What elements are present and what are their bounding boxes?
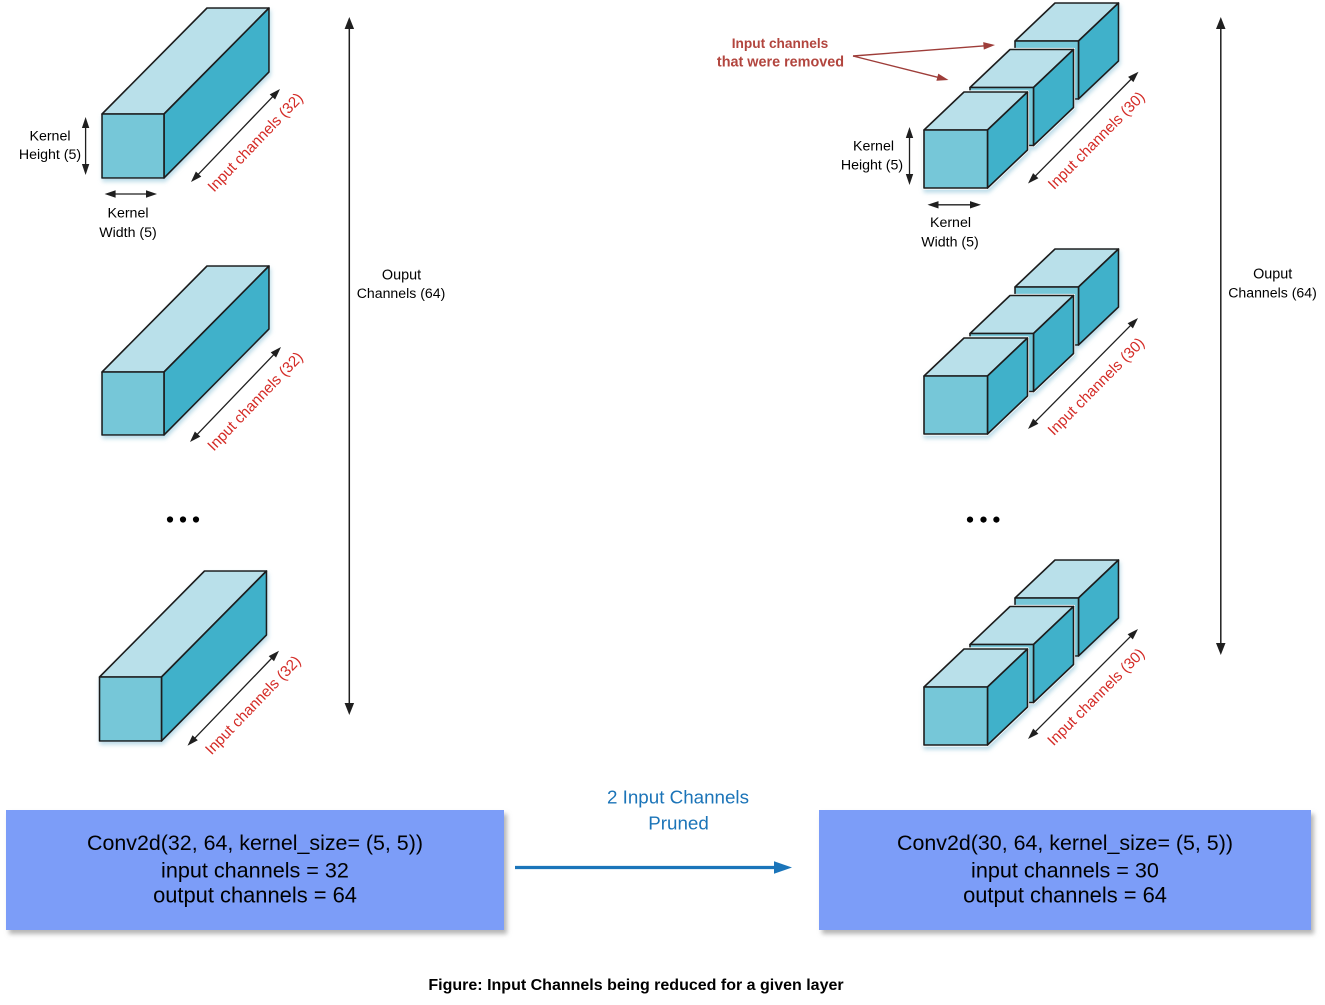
svg-text:that were removed: that were removed [717, 55, 844, 71]
svg-text:2 Input Channels: 2 Input Channels [607, 787, 749, 808]
svg-text:Channels (64): Channels (64) [1228, 285, 1317, 301]
svg-text:input channels = 30: input channels = 30 [971, 857, 1159, 882]
svg-text:Conv2d(30, 64, kernel_size= (5: Conv2d(30, 64, kernel_size= (5, 5)) [897, 831, 1233, 855]
svg-text:Kernel: Kernel [107, 206, 148, 222]
svg-text:Ouput: Ouput [382, 268, 421, 284]
svg-text:Kernel: Kernel [853, 139, 894, 155]
svg-text:Figure: Input Channels being r: Figure: Input Channels being reduced for… [428, 977, 843, 994]
svg-text:output channels = 64: output channels = 64 [153, 883, 357, 908]
svg-text:output channels = 64: output channels = 64 [963, 883, 1167, 908]
svg-text:Height (5): Height (5) [841, 158, 903, 174]
svg-text:Channels (64): Channels (64) [357, 285, 446, 301]
svg-text:Pruned: Pruned [648, 813, 709, 834]
svg-text:Conv2d(32, 64, kernel_size= (5: Conv2d(32, 64, kernel_size= (5, 5)) [87, 831, 423, 855]
svg-text:Ouput: Ouput [1253, 267, 1292, 283]
svg-text:Height (5): Height (5) [19, 147, 81, 163]
svg-text:Kernel: Kernel [930, 215, 971, 231]
svg-text:Kernel: Kernel [29, 129, 70, 145]
svg-text:Input channels: Input channels [732, 36, 829, 51]
svg-text:input channels = 32: input channels = 32 [161, 857, 349, 882]
svg-text:Width (5): Width (5) [99, 225, 157, 241]
svg-text:Width (5): Width (5) [921, 235, 979, 251]
